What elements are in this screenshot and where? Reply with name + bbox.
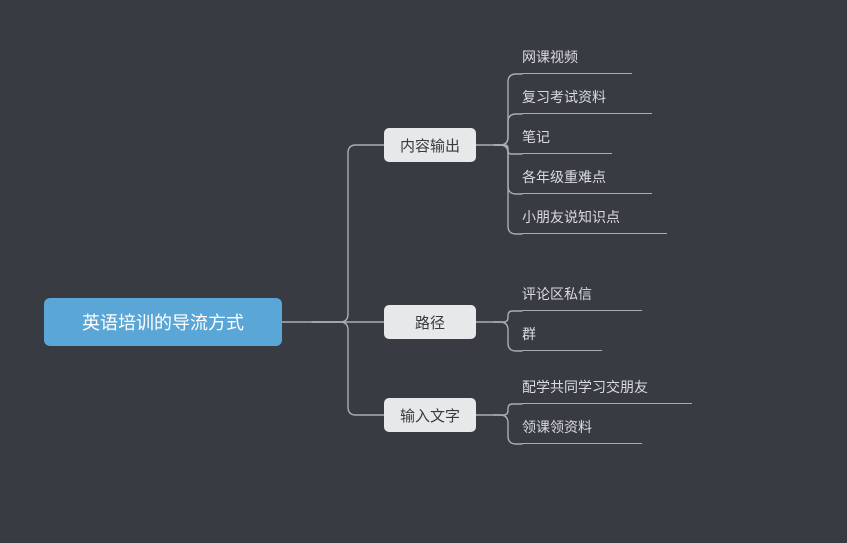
root-node[interactable]: 英语培训的导流方式 <box>44 298 282 346</box>
connectors-layer <box>0 0 847 543</box>
branch-node-b1[interactable]: 内容输出 <box>384 128 476 162</box>
leaf-label: 各年级重难点 <box>522 167 606 187</box>
leaf-node[interactable]: 群 <box>522 325 602 351</box>
leaf-label: 领课领资料 <box>522 417 592 437</box>
leaf-node[interactable]: 小朋友说知识点 <box>522 208 667 234</box>
leaf-node[interactable]: 网课视频 <box>522 48 632 74</box>
branch-label: 输入文字 <box>400 405 460 426</box>
leaf-node[interactable]: 评论区私信 <box>522 285 642 311</box>
branch-label: 内容输出 <box>400 135 460 156</box>
root-label: 英语培训的导流方式 <box>82 309 244 335</box>
leaf-label: 笔记 <box>522 127 550 147</box>
leaf-node[interactable]: 笔记 <box>522 128 612 154</box>
leaf-node[interactable]: 领课领资料 <box>522 418 642 444</box>
branch-label: 路径 <box>415 312 445 333</box>
leaf-node[interactable]: 复习考试资料 <box>522 88 652 114</box>
mindmap-canvas: 英语培训的导流方式 内容输出 网课视频复习考试资料笔记各年级重难点小朋友说知识点路径… <box>0 0 847 543</box>
branch-node-b3[interactable]: 输入文字 <box>384 398 476 432</box>
leaf-label: 群 <box>522 324 536 344</box>
leaf-label: 小朋友说知识点 <box>522 207 620 227</box>
leaf-label: 网课视频 <box>522 47 578 67</box>
leaf-node[interactable]: 各年级重难点 <box>522 168 652 194</box>
branch-node-b2[interactable]: 路径 <box>384 305 476 339</box>
leaf-label: 评论区私信 <box>522 284 592 304</box>
leaf-label: 配学共同学习交朋友 <box>522 377 648 397</box>
leaf-label: 复习考试资料 <box>522 87 606 107</box>
leaf-node[interactable]: 配学共同学习交朋友 <box>522 378 692 404</box>
